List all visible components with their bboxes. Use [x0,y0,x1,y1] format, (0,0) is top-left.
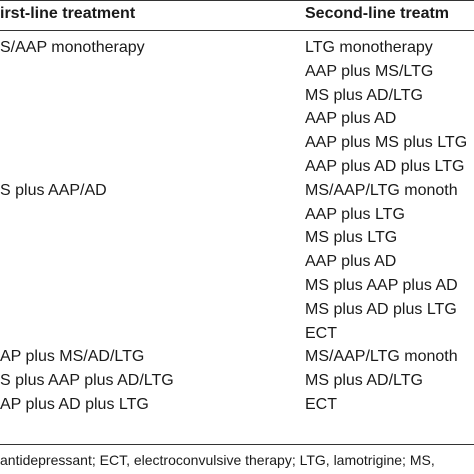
second-line-cell: MS plus AD/LTG [305,372,423,389]
first-line-cell: AP plus MS/AD/LTG [0,348,145,365]
second-line-cell: AAP plus AD plus LTG [305,158,465,175]
column-header-first-line: irst-line treatment [0,5,136,22]
second-line-cell: MS plus AD plus LTG [305,301,457,318]
header-bottom-rule [0,30,474,31]
second-line-cell: AAP plus LTG [305,206,405,223]
first-line-cell: S/AAP monotherapy [0,39,145,56]
table-footnote: antidepressant; ECT, electroconvulsive t… [0,452,435,468]
first-line-cell: S plus AAP/AD [0,182,107,199]
second-line-cell: MS/AAP/LTG monoth [305,182,458,199]
second-line-cell: ECT [305,396,337,413]
second-line-cell: LTG monotherapy [305,39,433,56]
second-line-cell: AAP plus AD [305,253,397,270]
table-bottom-rule [0,444,474,445]
second-line-cell: ECT [305,325,337,342]
second-line-cell: MS plus LTG [305,229,398,246]
second-line-cell: MS/AAP/LTG monoth [305,348,458,365]
first-line-cell: AP plus AD plus LTG [0,396,149,413]
second-line-cell: MS plus AD/LTG [305,87,423,104]
second-line-cell: AAP plus MS plus LTG [305,134,468,151]
table-top-rule [0,0,474,1]
second-line-cell: MS plus AAP plus AD [305,277,458,294]
first-line-cell: S plus AAP plus AD/LTG [0,372,174,389]
column-header-second-line: Second-line treatm [305,5,450,22]
second-line-cell: AAP plus AD [305,110,397,127]
second-line-cell: AAP plus MS/LTG [305,63,434,80]
